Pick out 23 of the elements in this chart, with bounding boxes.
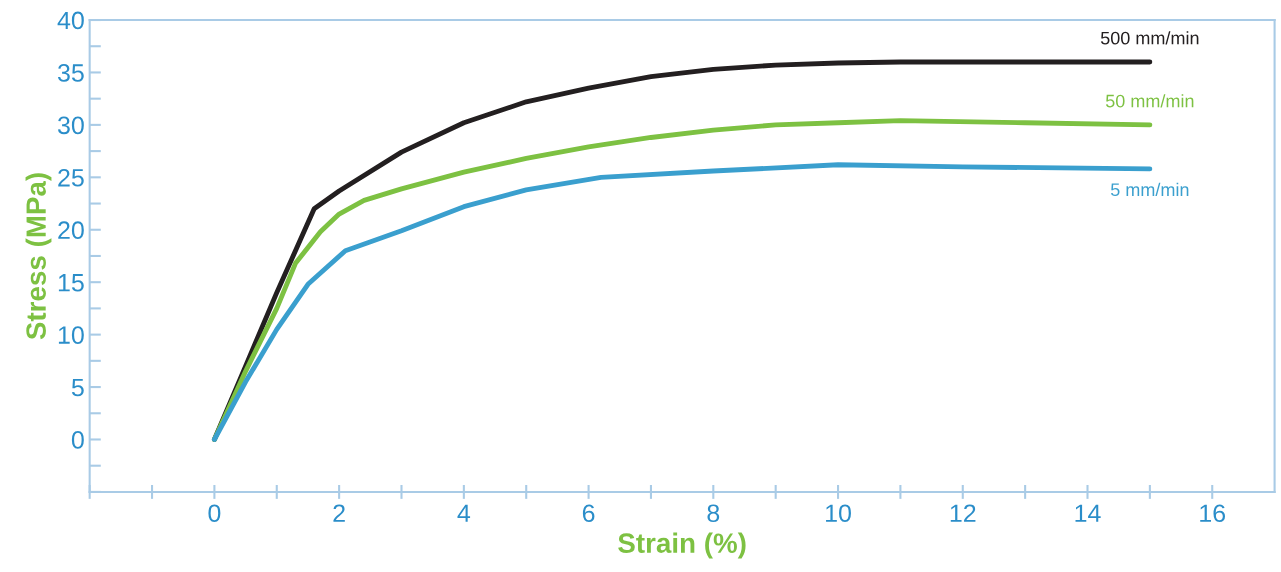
series-label: 500 mm/min xyxy=(1100,31,1199,45)
series-label: 50 mm/min xyxy=(1105,94,1194,108)
y-tick-label: 15 xyxy=(58,274,84,292)
x-tick-label: 6 xyxy=(582,504,595,523)
x-tick-label: 10 xyxy=(826,504,851,523)
x-tick-label: 14 xyxy=(1075,504,1101,522)
series-label: 5 mm/min xyxy=(1110,182,1189,197)
x-tick-label: 12 xyxy=(950,504,976,522)
x-tick-label: 4 xyxy=(457,504,471,522)
y-tick-label: 20 xyxy=(58,221,84,240)
y-tick-label: 30 xyxy=(57,116,84,135)
y-tick-label: 5 xyxy=(71,378,84,397)
x-tick-label: 0 xyxy=(208,504,221,523)
y-axis-title: Stress (MPa) xyxy=(25,173,52,340)
y-tick-label: 40 xyxy=(57,11,84,30)
x-tick-label: 16 xyxy=(1200,504,1226,523)
x-tick-label: 8 xyxy=(707,504,720,523)
y-tick-label: 35 xyxy=(57,64,84,82)
y-tick-label: 0 xyxy=(71,431,84,449)
y-tick-label: 25 xyxy=(58,168,84,187)
x-axis-title: Strain (%) xyxy=(618,532,746,559)
y-tick-label: 10 xyxy=(58,326,84,344)
x-tick-label: 2 xyxy=(333,504,345,522)
